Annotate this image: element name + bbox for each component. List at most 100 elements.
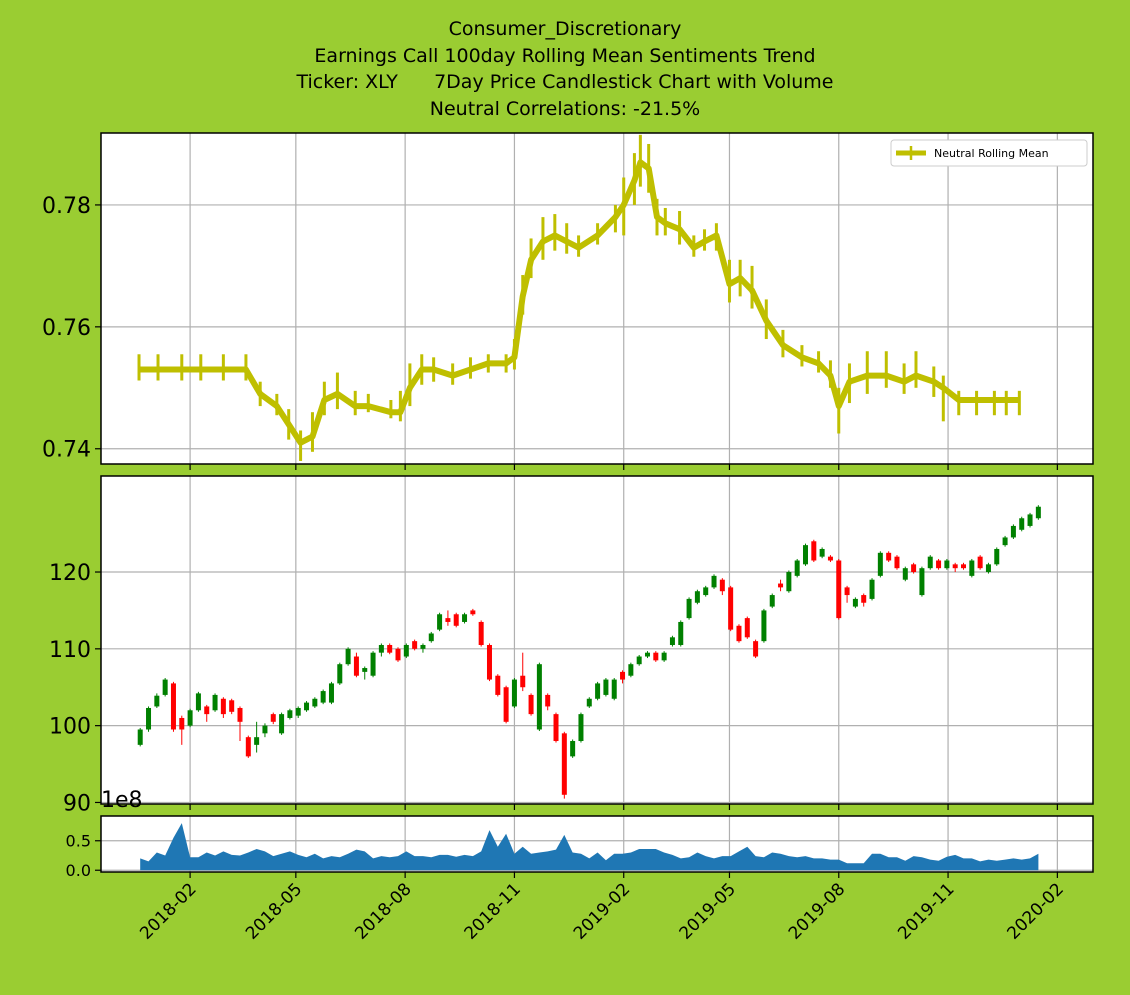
candle-body (944, 560, 950, 569)
candle-body (1027, 514, 1033, 526)
candle-body (453, 614, 459, 626)
axes-frame (100, 132, 1094, 465)
candle-body (220, 698, 226, 715)
y-tick-label: 0.74 (42, 438, 91, 463)
candle-body (561, 733, 567, 795)
legend-box (890, 139, 1088, 167)
x-tick-label: 2019-05 (676, 879, 740, 943)
candle-body (445, 618, 451, 622)
axes-frame (100, 475, 1094, 805)
candle-body (753, 641, 759, 657)
candle-body (328, 683, 334, 703)
candle-body (1035, 506, 1041, 519)
candle-body (237, 707, 243, 722)
y-tick-label: 90 (63, 791, 91, 816)
y-tick-label: 0.5 (66, 832, 91, 851)
candle-body (628, 664, 634, 676)
legend-label: Neutral Rolling Mean (934, 147, 1049, 160)
candle-body (279, 714, 285, 734)
candle-body (919, 568, 925, 596)
candle-body (362, 668, 368, 672)
x-tick-label: 2018-11 (461, 879, 525, 943)
candle-body (495, 675, 501, 695)
candle-body (378, 644, 384, 653)
x-tick-label: 2019-02 (570, 879, 634, 943)
candle-body (894, 556, 900, 569)
candle-body (478, 621, 484, 645)
candle-body (570, 741, 576, 757)
candle-body (295, 707, 301, 716)
candle-body (936, 560, 942, 569)
candle-body (179, 717, 185, 730)
candle-body (703, 587, 709, 596)
candle-body (511, 679, 517, 707)
candle-body (428, 633, 434, 642)
candle-body (761, 610, 767, 642)
candle-body (403, 644, 409, 657)
title-line-2: Earnings Call 100day Rolling Mean Sentim… (314, 45, 816, 67)
candle-body (636, 656, 642, 665)
candle-body (927, 556, 933, 569)
candle-body (819, 548, 825, 557)
candle-body (195, 693, 201, 711)
candle-body (586, 698, 592, 707)
sentiment-panel: 0.74 0.76 0.78 Neutral Rolling Mean (42, 132, 1094, 465)
title-line-3: Ticker: XLY 7Day Price Candlestick Chart… (296, 71, 834, 93)
candle-body (520, 675, 526, 688)
y-tick-label: 100 (49, 715, 91, 740)
candle-body (270, 714, 276, 722)
candle-body (794, 560, 800, 576)
candle-body (437, 614, 443, 630)
candle-body (470, 610, 476, 615)
candle-body (320, 691, 326, 703)
y-tick-label: 0.76 (42, 316, 91, 341)
candle-body (528, 694, 534, 715)
candle-body (212, 694, 218, 711)
plot-area (101, 133, 1093, 464)
y-tick-label: 110 (49, 638, 91, 663)
candle-body (229, 700, 235, 712)
candle-body (154, 695, 160, 707)
price-panel: 90 100 110 120 (49, 475, 1094, 816)
candle-body (146, 707, 152, 730)
candle-body (420, 644, 426, 649)
candle-body (977, 556, 983, 569)
candle-body (736, 625, 742, 642)
volume-area (140, 823, 1039, 871)
candle-body (595, 683, 601, 699)
candle-body (254, 737, 260, 745)
candle-body (137, 729, 143, 745)
candle-body (204, 706, 210, 715)
x-tick-label: 2018-05 (242, 879, 306, 943)
candle-body (686, 598, 692, 619)
candle-body (852, 598, 858, 607)
y-tick-label: 0.78 (42, 194, 91, 219)
candle-body (312, 698, 318, 707)
axes-frame (100, 815, 1094, 873)
plot-area (101, 476, 1093, 804)
candle-body (262, 725, 268, 734)
candle-body (462, 614, 468, 622)
candle-body (620, 671, 626, 680)
title-line-1: Consumer_Discretionary (448, 18, 682, 40)
candle-body (886, 552, 892, 561)
candle-body (911, 564, 917, 573)
neutral-rolling-mean-line (139, 159, 1020, 446)
candle-body (728, 587, 734, 630)
candle-body (902, 568, 908, 580)
y-tick-label: 0.0 (66, 861, 91, 880)
candle-body (661, 652, 667, 661)
candle-body (503, 687, 509, 722)
candle-body (669, 637, 675, 645)
candle-body (162, 679, 168, 695)
candle-body (345, 648, 351, 665)
candle-body (1010, 525, 1016, 538)
candle-body (611, 679, 617, 699)
candle-body (603, 679, 609, 695)
candle-body (694, 591, 700, 603)
volume-panel: 0.0 0.5 1e8 (66, 788, 1094, 880)
candle-body (869, 579, 875, 599)
candle-body (486, 644, 492, 680)
candle-body (802, 545, 808, 565)
